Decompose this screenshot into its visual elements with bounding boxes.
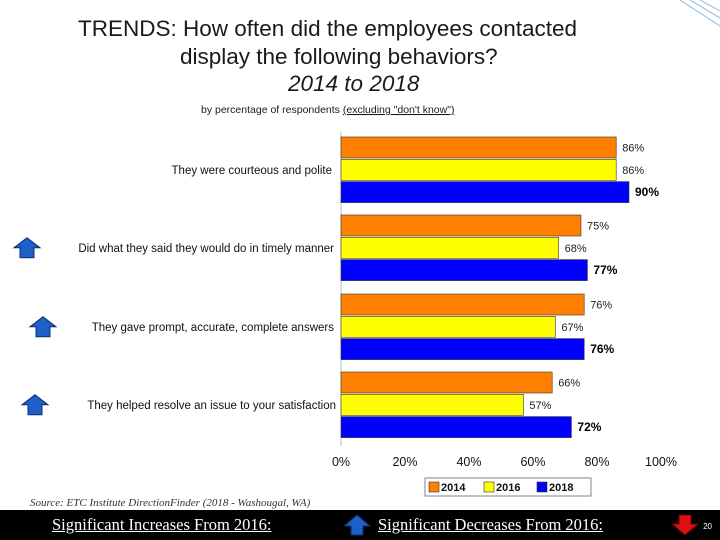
value-label-2014-1: 86% bbox=[622, 143, 644, 155]
title-line-3: 2014 to 2018 bbox=[287, 71, 420, 96]
legend-swatch-2018 bbox=[536, 481, 548, 493]
increase-label: Significant Increases From 2016: bbox=[52, 515, 272, 534]
corner-decoration bbox=[679, 0, 720, 27]
legend-label-2016: 2016 bbox=[496, 482, 520, 494]
title-line-1: TRENDS: How often did the employees cont… bbox=[78, 16, 577, 41]
x-tick-3: 60% bbox=[520, 455, 545, 469]
legend-box bbox=[424, 477, 592, 497]
increase-arrow-icon-4 bbox=[20, 394, 50, 416]
category-label-4: They helped resolve an issue to your sat… bbox=[87, 400, 336, 412]
category-label-2: Did what they said they would do in time… bbox=[78, 243, 334, 255]
value-label-2016-4: 57% bbox=[529, 400, 551, 412]
source-note: Source: ETC Institute DirectionFinder (2… bbox=[30, 497, 311, 509]
value-labels: 86% 86% 90% 75%68% 77% 76% 67% 76% 66% 57% 72% bbox=[529, 143, 659, 435]
subtitle-prefix: by percentage of respondents bbox=[201, 104, 343, 116]
legend-swatch-2016 bbox=[483, 481, 495, 493]
bar-2016-3 bbox=[340, 315, 556, 338]
legend: 2014 2016 2018 bbox=[424, 477, 592, 497]
chart-subtitle: by percentage of respondents (excluding … bbox=[201, 104, 454, 116]
legend-swatch-2014 bbox=[428, 481, 440, 493]
title-line-2: display the following behaviors? bbox=[180, 44, 498, 69]
bar-2014-4 bbox=[340, 371, 553, 394]
category-labels: They were courteous and polite Did what t… bbox=[78, 165, 336, 412]
bar-2016-2 bbox=[340, 237, 559, 259]
bar-2018-4 bbox=[340, 416, 572, 438]
value-label-2014-3: 76% bbox=[590, 300, 612, 312]
increase-arrow-icon bbox=[342, 514, 372, 536]
bar-2014-3 bbox=[340, 293, 585, 316]
increase-arrow-icon-2 bbox=[12, 237, 42, 259]
subtitle-underlined: (excluding "don't know") bbox=[343, 104, 455, 116]
page-number: 20 bbox=[703, 522, 712, 531]
increase-arrow-icon-3 bbox=[28, 316, 58, 338]
value-label-2018-3: 76% bbox=[590, 342, 614, 356]
value-label-2014-2: 75% bbox=[587, 221, 609, 233]
value-label-2016-2: 68% bbox=[565, 243, 587, 255]
legend-label-2018: 2018 bbox=[549, 482, 573, 494]
legend-label-2014: 2014 bbox=[441, 482, 466, 494]
bar-2018-2 bbox=[340, 259, 588, 281]
footer-bar: Significant Increases From 2016: Signifi… bbox=[0, 510, 720, 540]
value-label-2014-4: 66% bbox=[558, 378, 580, 390]
bar-2018-3 bbox=[340, 338, 585, 360]
increase-arrows bbox=[12, 237, 58, 416]
value-label-2016-3: 67% bbox=[561, 322, 583, 334]
x-axis-ticks: 0% 20% 40% 60% 80% 100% bbox=[332, 455, 677, 469]
bar-2014-2 bbox=[340, 214, 582, 237]
x-tick-0: 0% bbox=[332, 455, 350, 469]
value-label-2018-4: 72% bbox=[577, 420, 601, 434]
x-tick-4: 80% bbox=[584, 455, 609, 469]
value-label-2018-1: 90% bbox=[635, 185, 659, 199]
decrease-label: Significant Decreases From 2016: bbox=[378, 515, 603, 534]
bar-2018-1 bbox=[340, 181, 630, 203]
x-tick-5: 100% bbox=[645, 455, 677, 469]
decrease-arrow-icon bbox=[670, 514, 700, 536]
category-label-1: They were courteous and polite bbox=[172, 165, 332, 177]
value-label-2018-2: 77% bbox=[593, 263, 617, 277]
category-label-3: They gave prompt, accurate, complete ans… bbox=[92, 322, 335, 334]
bar-2016-4 bbox=[340, 393, 524, 416]
bar-2014-1 bbox=[340, 136, 617, 159]
bars bbox=[340, 136, 630, 438]
value-label-2016-1: 86% bbox=[622, 165, 644, 177]
x-tick-1: 20% bbox=[392, 455, 417, 469]
bar-2016-1 bbox=[340, 159, 617, 181]
x-tick-2: 40% bbox=[456, 455, 481, 469]
